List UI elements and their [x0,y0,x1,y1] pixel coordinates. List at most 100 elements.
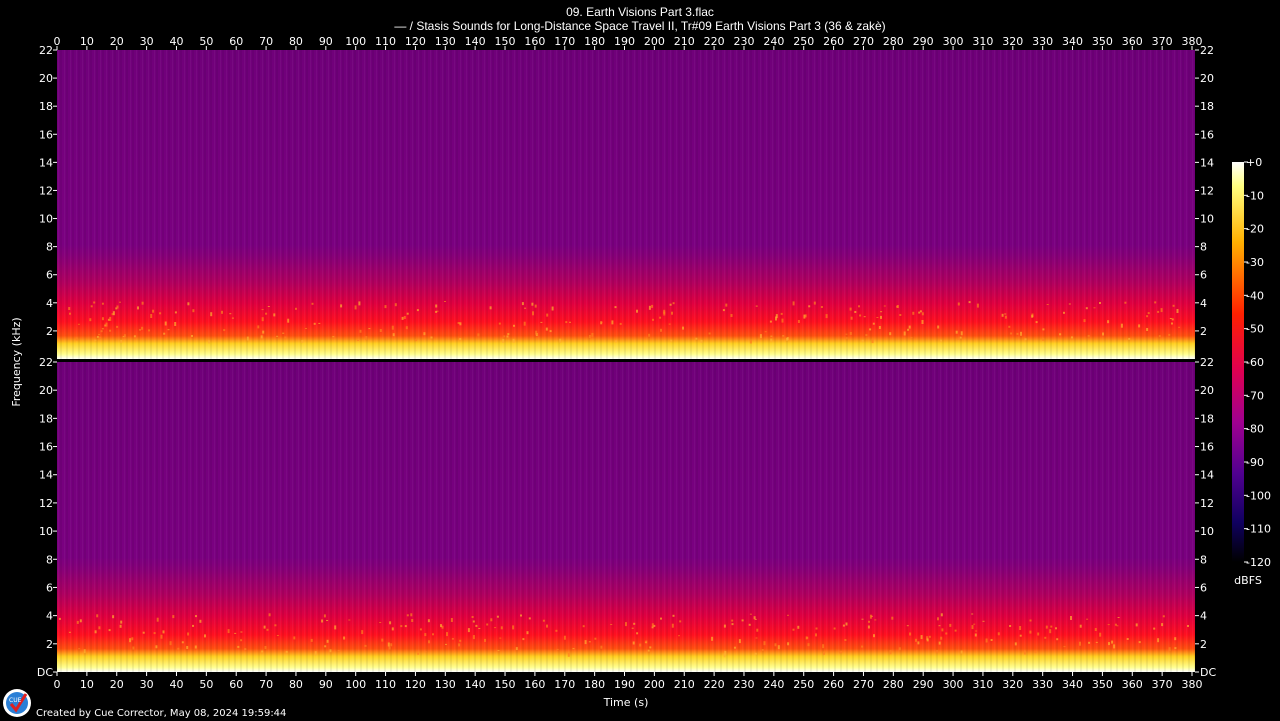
spectrogram-speckle [263,625,266,629]
spectrogram-speckle [918,311,921,314]
x-tick-label-top: 90 [319,35,333,48]
spectrogram-speckle [874,619,877,621]
spectrogram-speckle [957,338,960,340]
spectrogram-speckle [755,305,758,307]
spectrogram-speckle [1153,627,1156,630]
y-tick-label-right: 10 [1200,525,1214,538]
spectrogram-speckle [1046,304,1049,305]
spectrogram-speckle [384,305,387,309]
spectrogram-speckle [534,304,537,308]
spectrogram-speckle [869,614,872,619]
x-tick-label-bottom: 260 [823,678,844,691]
colorbar-tick-label: -10 [1246,189,1264,202]
spectrogram-speckle [500,626,503,630]
spectrogram-speckle [649,646,652,649]
spectrogram-speckle [861,618,864,620]
spectrogram-speckle [204,634,206,638]
spectrogram-speckle [869,328,872,331]
spectrogram-speckle [478,628,481,629]
spectrogram-speckle [854,311,857,313]
spectrogram-speckle [187,632,190,636]
y-tick-label-right: 2 [1200,638,1207,651]
spectrogram-speckle [1161,623,1164,627]
spectrogram-speckle [660,328,662,332]
x-tick-label-top: 140 [465,35,486,48]
x-tick-label-bottom: 80 [289,678,303,691]
spectrogram-speckle [195,615,197,618]
x-tick-label-top: 220 [704,35,725,48]
spectrogram-speckle [792,301,795,306]
y-tick-label-left: 14 [39,156,53,169]
spectrogram-speckle [985,638,988,643]
spectrogram-speckle [807,643,810,647]
spectrogram-speckle [423,332,426,336]
spectrogram-speckle [484,638,486,642]
spectrogram-speckle [880,315,882,319]
spectrogram-speckle [723,624,726,628]
spectrogram-speckle [1079,641,1081,646]
y-tick-label-left: 8 [46,553,53,566]
spectrogram-speckle [208,340,211,344]
spectrogram-speckle [594,637,597,640]
spectrogram-speckle [815,633,817,637]
spectrogram-speckle [917,641,920,645]
spectrogram-speckle [427,619,430,623]
spectrogram-speckle [1120,323,1123,328]
spectrogram-speckle [1095,641,1098,643]
spectrogram-speckle [186,646,189,649]
spectrogram-speckle [96,335,99,338]
x-tick-label-top: 250 [793,35,814,48]
spectrogram-speckle [921,320,924,324]
spectrogram-speckle [899,314,902,316]
x-tick-label-top: 350 [1092,35,1113,48]
spectrogram-speckle [78,648,81,650]
spectrogram-speckle [354,305,357,310]
spectrogram-speckle [873,634,875,638]
spectrogram-speckle [663,309,666,314]
spectrogram-speckle [192,624,194,627]
spectrogram-speckle [1035,321,1038,324]
spectrogram-speckle [670,339,673,342]
spectrogram-speckle [546,313,549,317]
spectrogram-speckle [1154,301,1157,304]
spectrogram-speckle [671,623,674,628]
spectrogram-speckle [823,651,825,655]
spectrogram-speckle [551,306,554,311]
spectrogram-speckle [1071,336,1073,339]
x-tick-label-top: 280 [883,35,904,48]
x-tick-label-bottom: 180 [584,678,605,691]
spectrogram-speckle [636,632,639,635]
spectrogram-speckle [108,629,111,632]
spectrogram-speckle [625,622,627,627]
spectrogram-speckle [660,617,662,620]
spectrogram-speckle [459,338,462,341]
y-tick-label-right: 20 [1200,384,1214,397]
x-tick-label-top: 20 [110,35,124,48]
spectrogram-speckle [148,329,150,332]
colorbar-label: dBFS [1234,574,1262,587]
x-tick-label-top: 160 [524,35,545,48]
spectrogram-speckle [1029,630,1032,634]
spectrogram-speckle [974,633,977,637]
spectrogram-speckle [636,309,638,313]
x-tick-label-bottom: 40 [169,678,183,691]
spectrogram-speckle [730,314,733,317]
x-tick-label-bottom: 290 [913,678,934,691]
spectrogram-speckle [526,631,529,635]
spectrogram-speckle [937,325,940,329]
x-tick-label-top: 0 [54,35,61,48]
x-tick-label-bottom: 300 [943,678,964,691]
spectrogram-speckle [926,638,929,642]
spectrogram-speckle [1063,646,1066,648]
spectrogram-speckle [318,322,321,324]
spectrogram-speckle [567,652,570,657]
x-tick-label-bottom: 30 [140,678,154,691]
spectrogram-speckle [311,302,314,305]
spectrogram-speckle [1042,337,1045,341]
spectrogram-speckle [770,335,773,337]
spectrogram-speckle [265,312,268,315]
spectrogram-speckle [326,620,329,621]
spectrogram-speckle [611,320,614,325]
spectrogram-speckle [105,322,108,327]
spectrogram-speckle [678,635,680,637]
